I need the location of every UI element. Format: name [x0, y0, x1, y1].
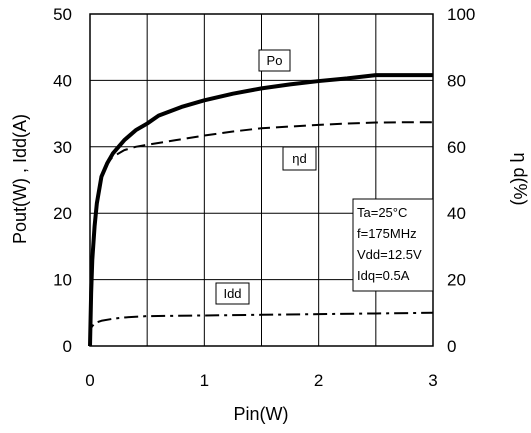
idd-label: Idd	[223, 286, 241, 301]
y-tick-label: 10	[53, 271, 72, 290]
x-tick-label: 3	[428, 371, 437, 390]
x-tick-label: 2	[314, 371, 323, 390]
y-tick-label: 20	[53, 204, 72, 223]
eta-label: ηd	[292, 151, 306, 166]
y-tick-label: 40	[53, 71, 72, 90]
y2-tick-label: 80	[447, 71, 466, 90]
idd-series-line	[89, 311, 434, 347]
y2-tick-label: 40	[447, 204, 466, 223]
x-tick-label: 1	[200, 371, 209, 390]
y2-tick-label: 60	[447, 138, 466, 157]
condition-vdd: Vdd=12.5V	[357, 247, 422, 262]
x-axis-title: Pin(W)	[234, 404, 289, 424]
po-label-box: Po	[258, 49, 291, 72]
condition-ta: Ta=25°C	[357, 205, 407, 220]
eta-label-box: ηd	[282, 146, 317, 171]
condition-idq: Idq=0.5A	[357, 268, 410, 283]
eta-series-line	[89, 121, 433, 347]
plot-frame	[89, 13, 434, 347]
y2-tick-label: 100	[447, 5, 475, 24]
po-label: Po	[267, 53, 283, 68]
y2-tick-label: 0	[447, 337, 456, 356]
y-tick-label: 30	[53, 138, 72, 157]
y-tick-label: 50	[53, 5, 72, 24]
conditions-box: Ta=25°C f=175MHz Vdd=12.5V Idq=0.5A	[352, 198, 434, 292]
series-layer	[88, 73, 434, 347]
idd-label-box: Idd	[215, 282, 250, 305]
y-axis-title: Pout(W) , Idd(A)	[10, 114, 30, 244]
y-tick-label: 0	[63, 337, 72, 356]
y2-axis-title: η d(%)	[510, 152, 530, 205]
x-tick-label: 0	[85, 371, 94, 390]
y2-tick-label: 20	[447, 271, 466, 290]
condition-f: f=175MHz	[357, 226, 417, 241]
